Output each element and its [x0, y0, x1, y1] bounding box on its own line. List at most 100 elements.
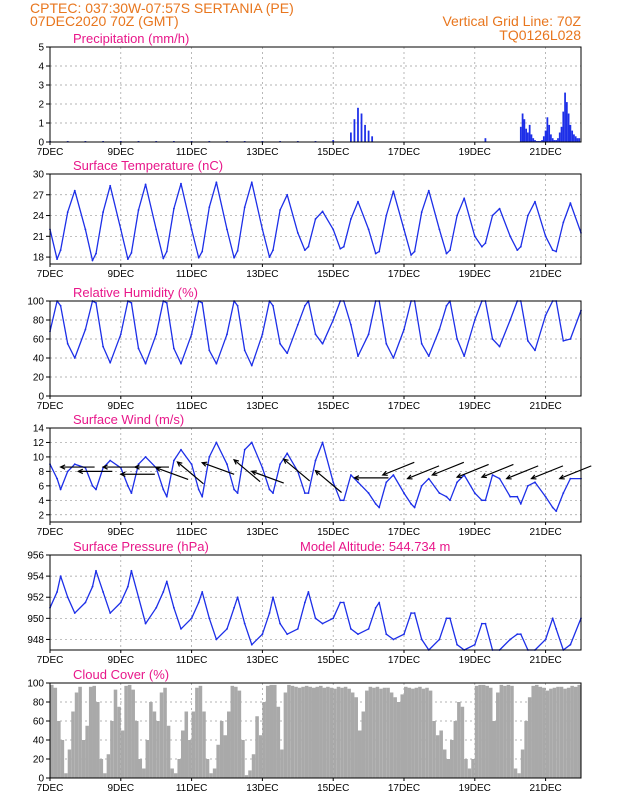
- wind-point: [456, 481, 458, 484]
- cloud-bar: [184, 711, 189, 778]
- cloud-bar: [549, 688, 553, 778]
- temp-point: [155, 228, 158, 231]
- header-model: TQ0126L028: [499, 27, 581, 43]
- wind-arrow-head: [353, 475, 360, 481]
- temp-point: [569, 202, 572, 204]
- cloud-bar: [404, 686, 408, 778]
- temp-point: [126, 258, 129, 261]
- wind-point: [197, 488, 200, 491]
- wind-arrow: [381, 461, 415, 476]
- cloud-bar: [485, 685, 489, 778]
- humidity-point: [534, 349, 536, 352]
- cloud-bar: [290, 685, 295, 778]
- humidity-point: [102, 345, 104, 348]
- cloud-bar: [85, 725, 89, 778]
- temp-point: [56, 258, 58, 261]
- temp-point: [180, 182, 182, 185]
- humidity-point: [226, 333, 228, 336]
- temp-point: [314, 218, 317, 220]
- wind-point: [420, 484, 423, 487]
- cloud-bar: [510, 685, 514, 778]
- wind-arrow-head: [406, 474, 413, 480]
- wind-point: [374, 503, 377, 505]
- cloud-bar: [219, 721, 224, 778]
- cloud-bar: [64, 773, 68, 778]
- pressure-point: [449, 617, 451, 620]
- wind-point: [243, 448, 246, 451]
- humidity-point: [445, 304, 448, 307]
- wind-ytick-label: 8: [38, 467, 44, 478]
- wind-xtick-label: 19DEC: [459, 527, 491, 538]
- cloud-bar: [269, 684, 274, 778]
- wind-arrow-head: [480, 473, 487, 479]
- temp-point: [73, 189, 76, 192]
- pressure-annotation: Model Altitude: 544.734 m: [300, 539, 450, 554]
- cloud-bar: [471, 759, 475, 778]
- pressure-point: [109, 612, 112, 614]
- precip-bar: [560, 126, 563, 142]
- wind-arrow-shaft: [559, 465, 592, 480]
- temp-point: [498, 207, 501, 210]
- wind-arrow: [59, 464, 95, 470]
- pressure-point: [296, 627, 299, 630]
- temp-point: [307, 245, 310, 248]
- cloud-bar: [488, 687, 493, 778]
- temp-point: [480, 245, 483, 248]
- pressure-point: [165, 580, 168, 583]
- humidity-xtick-label: 15DEC: [317, 401, 349, 412]
- cloud-bar: [265, 685, 270, 778]
- cloud-bar: [442, 749, 447, 778]
- wind-arrow-shaft: [283, 458, 311, 482]
- cloud-bar: [559, 686, 564, 778]
- humidity-point: [350, 323, 352, 326]
- precip-bar: [555, 140, 558, 142]
- pressure-frame: [49, 554, 582, 651]
- wind-panel: 7DEC 9DEC 11DEC 13DEC 15DEC 17DEC 19DEC 21DEC 2 4…: [33, 412, 592, 538]
- wind-arrow-shaft: [177, 461, 204, 485]
- cloud-bar: [198, 685, 203, 778]
- pressure-point: [208, 617, 211, 620]
- temp-point: [243, 206, 246, 209]
- pressure-point: [126, 585, 129, 588]
- cloud-bar: [474, 685, 479, 778]
- wind-arrow-shaft: [315, 470, 342, 493]
- wind-arrow-head: [431, 470, 438, 476]
- temp-ytick-label: 18: [33, 253, 45, 264]
- cloud-bar: [258, 735, 263, 778]
- humidity-point: [569, 338, 572, 340]
- cloud-bar: [131, 689, 135, 778]
- cloud-bar: [446, 759, 451, 778]
- pressure-point: [473, 643, 476, 646]
- pressure-point: [420, 638, 423, 641]
- temp-point: [509, 235, 512, 238]
- pressure-ytick-label: 950: [27, 614, 44, 625]
- pressure-point: [162, 591, 165, 593]
- temp-point: [562, 221, 565, 224]
- wind-arrow-head: [200, 461, 208, 467]
- cloud-bar: [188, 740, 192, 778]
- temp-point: [66, 211, 69, 213]
- wind-arrow-head: [119, 471, 126, 477]
- cloud-bar: [513, 768, 518, 778]
- pressure-xtick-label: 7DEC: [37, 655, 64, 666]
- temp-point: [473, 235, 476, 238]
- cloud-bar: [453, 721, 458, 778]
- wind-point: [126, 484, 129, 487]
- temp-point: [519, 245, 522, 248]
- cloud-bar: [326, 686, 330, 778]
- cloud-frame: [49, 682, 582, 779]
- wind-arrow-shaft: [382, 461, 415, 476]
- cloud-bar: [120, 730, 125, 778]
- cloud-bar: [71, 711, 75, 778]
- cloud-bar: [251, 754, 256, 778]
- wind-xtick-label: 17DEC: [388, 527, 420, 538]
- pressure-point: [339, 601, 342, 604]
- humidity-point: [367, 333, 370, 336]
- wind-point: [261, 466, 264, 469]
- pressure-point: [173, 606, 175, 609]
- cloud-bar: [212, 768, 217, 778]
- wind-point: [279, 463, 281, 466]
- pressure-point: [332, 617, 335, 620]
- precip-ytick-label: 2: [38, 100, 44, 111]
- wind-point: [498, 477, 501, 480]
